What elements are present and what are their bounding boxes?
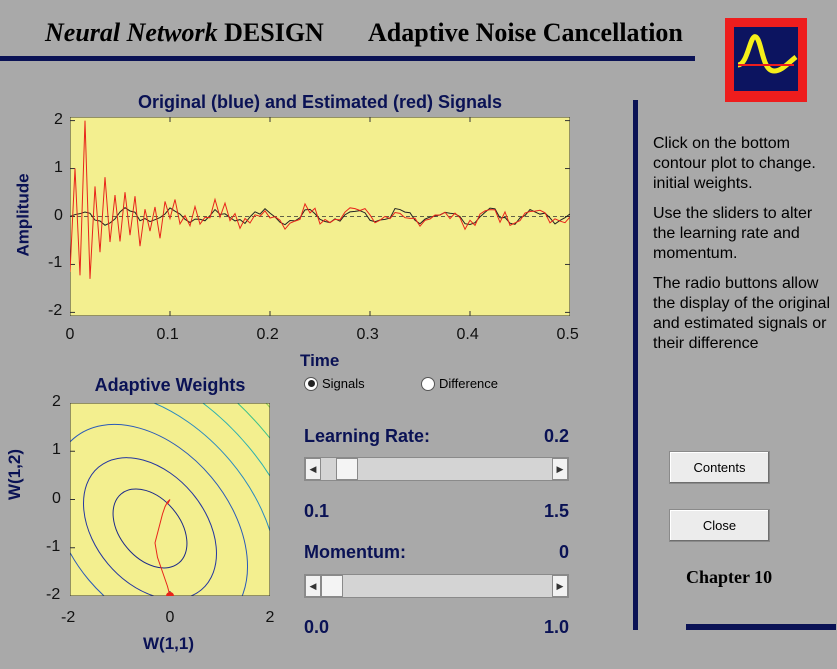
- slider-right-arrow-icon[interactable]: ▶: [552, 575, 568, 597]
- weights-ytick-label: -1: [46, 537, 61, 555]
- weights-plot-title: Adaptive Weights: [94, 375, 246, 395]
- signal-ytick-label: 0: [54, 206, 63, 224]
- radio-signals-label: Signals: [322, 376, 365, 391]
- header-rule: [0, 56, 695, 61]
- weights-xlabel: W(1,1): [143, 634, 194, 653]
- radio-signals-circle[interactable]: [304, 376, 318, 391]
- weights-contour-plot[interactable]: [70, 403, 270, 596]
- signal-xlabel: Time: [300, 351, 340, 370]
- demo-title: Adaptive Noise Cancellation: [368, 18, 683, 47]
- weights-ytick-label: -2: [46, 586, 61, 603]
- instruction-2: Use the sliders to alter the learning ra…: [653, 205, 813, 262]
- signal-ytick-label: 2: [54, 110, 63, 128]
- signal-xtick-label: 0.2: [256, 326, 279, 343]
- signal-xtick-label: 0.3: [356, 326, 379, 343]
- signal-xtick-label: 0.5: [556, 326, 579, 343]
- nnd-logo-icon: [725, 18, 807, 102]
- weights-ylabel: W(1,2): [5, 449, 24, 500]
- learning-rate-label: Learning Rate:: [304, 426, 431, 446]
- signal-ytick-label: -1: [48, 254, 63, 272]
- momentum-slider-thumb[interactable]: [321, 575, 343, 597]
- learning-rate-min: 0.1: [304, 501, 330, 521]
- chapter-label: Chapter 10: [686, 567, 773, 587]
- learning-rate-value: 0.2: [543, 426, 569, 446]
- learning-rate-slider-thumb[interactable]: [336, 458, 358, 480]
- slider-left-arrow-icon[interactable]: ◀: [305, 458, 321, 480]
- weights-xtick-label: 0: [165, 609, 175, 626]
- signal-ytick-label: 1: [54, 158, 63, 176]
- weights-xtick-label: 2: [265, 609, 275, 626]
- instruction-3: The radio buttons allow the display of t…: [653, 275, 830, 352]
- radio-difference-circle[interactable]: [421, 376, 435, 391]
- weights-ytick-label: 0: [52, 489, 61, 507]
- signal-plot-title: Original (blue) and Estimated (red) Sign…: [137, 92, 503, 112]
- momentum-min: 0.0: [304, 617, 330, 637]
- weights-ytick-label: 2: [52, 393, 61, 410]
- signal-xtick-label: 0.1: [156, 326, 179, 343]
- brand-italic: Neural Network: [45, 18, 218, 47]
- learning-rate-slider[interactable]: ◀ ▶: [304, 457, 569, 481]
- learning-rate-max: 1.5: [543, 501, 569, 521]
- signal-xtick-label: 0.4: [456, 326, 479, 343]
- brand-bold: DESIGN: [224, 18, 324, 47]
- radio-signals[interactable]: Signals: [304, 376, 365, 391]
- contents-button[interactable]: Contents: [669, 451, 770, 484]
- instruction-1: Click on the bottom contour plot to chan…: [653, 135, 816, 192]
- brand-title: Neural Network DESIGN: [45, 18, 324, 48]
- momentum-slider[interactable]: ◀ ▶: [304, 574, 569, 598]
- momentum-label: Momentum:: [304, 542, 406, 562]
- weights-ytick-label: 1: [52, 441, 61, 459]
- slider-right-arrow-icon[interactable]: ▶: [552, 458, 568, 480]
- close-button[interactable]: Close: [669, 509, 770, 542]
- radio-selected-dot: [307, 380, 315, 387]
- right-panel-rule: [633, 100, 638, 630]
- radio-difference[interactable]: Difference: [421, 376, 498, 391]
- momentum-max: 1.0: [543, 617, 569, 637]
- slider-left-arrow-icon[interactable]: ◀: [305, 575, 321, 597]
- radio-difference-label: Difference: [439, 376, 499, 391]
- bottom-rule: [686, 624, 836, 630]
- signal-ylabel: Amplitude: [13, 173, 33, 257]
- signal-ytick-label: -2: [48, 302, 63, 320]
- signal-plot[interactable]: [70, 117, 570, 316]
- signal-xtick-label: 0: [65, 326, 75, 343]
- weights-xtick-label: -2: [61, 609, 76, 626]
- momentum-value: 0: [558, 542, 569, 562]
